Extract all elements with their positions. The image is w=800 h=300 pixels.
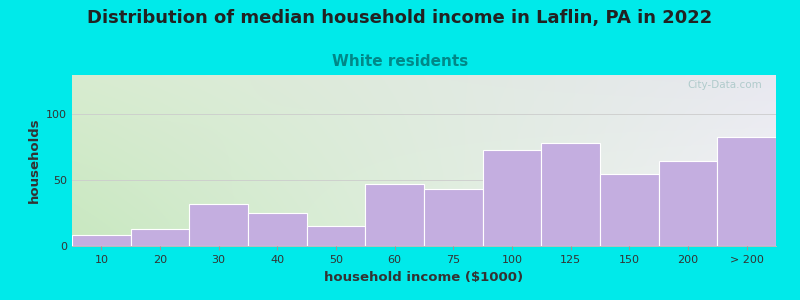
Y-axis label: households: households: [27, 118, 41, 203]
Bar: [542, 143, 600, 246]
Text: City-Data.com: City-Data.com: [687, 80, 762, 90]
Text: Distribution of median household income in Laflin, PA in 2022: Distribution of median household income …: [87, 9, 713, 27]
Bar: [72, 236, 130, 246]
Bar: [190, 204, 248, 246]
Bar: [248, 213, 306, 246]
Bar: [600, 174, 658, 246]
Bar: [718, 137, 776, 246]
Bar: [130, 229, 190, 246]
X-axis label: household income ($1000): household income ($1000): [325, 271, 523, 284]
Text: White residents: White residents: [332, 54, 468, 69]
Bar: [366, 184, 424, 246]
Bar: [658, 160, 718, 246]
Bar: [306, 226, 366, 246]
Bar: [482, 150, 542, 246]
Bar: [424, 189, 482, 246]
